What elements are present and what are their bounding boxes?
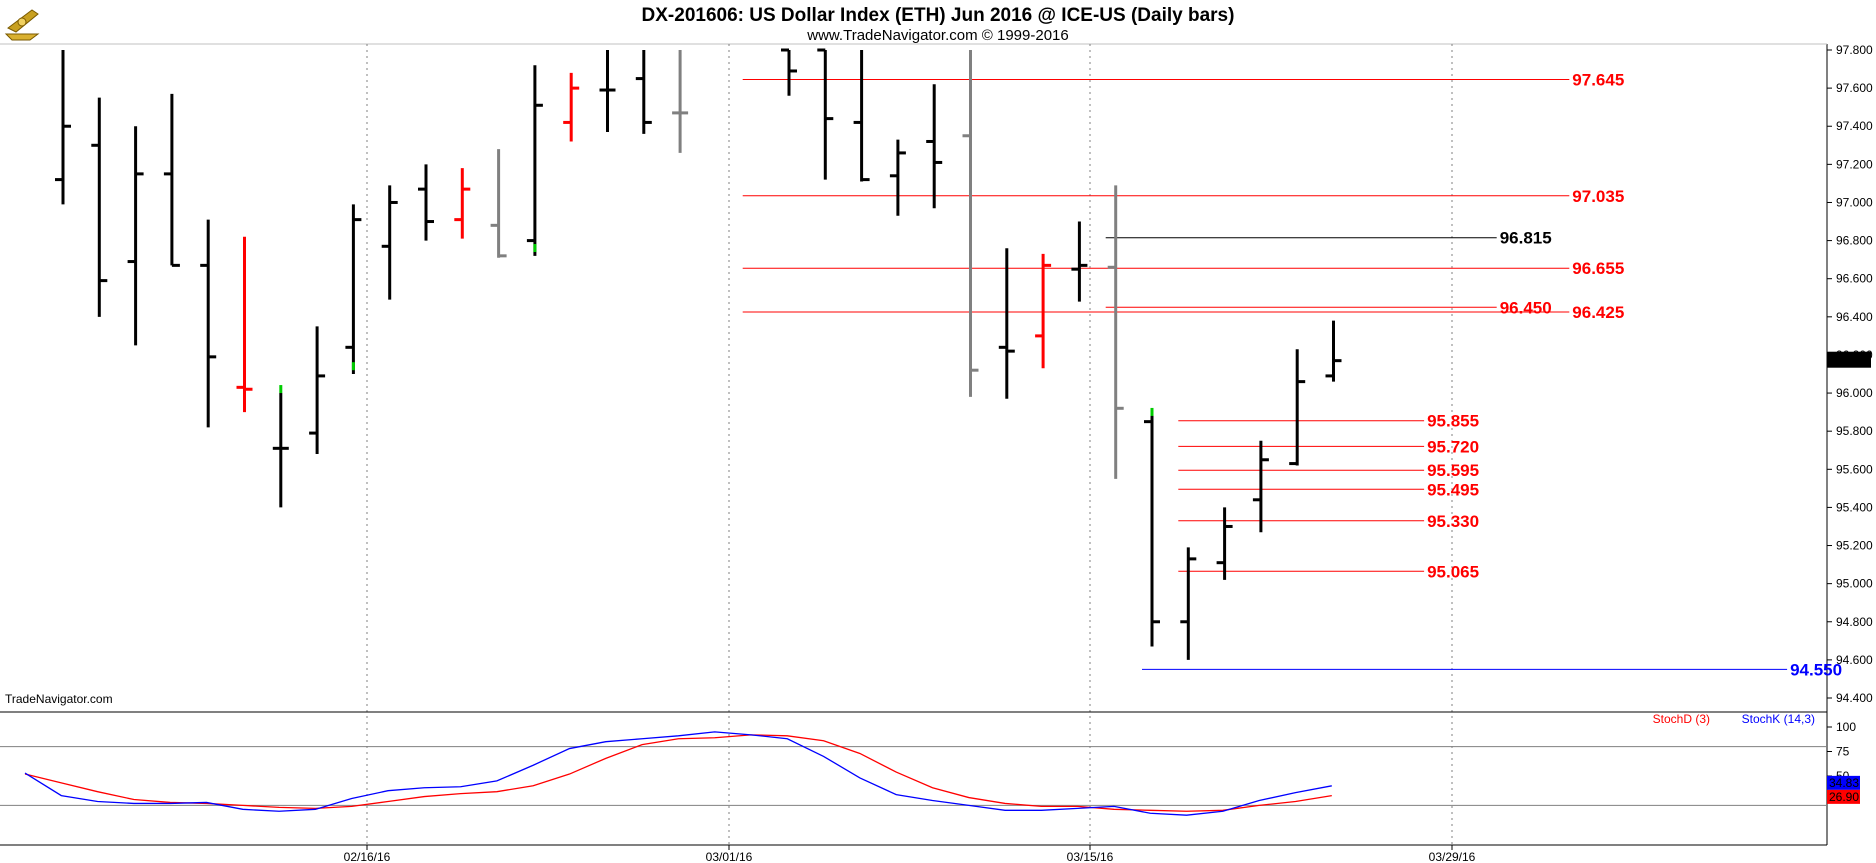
price-tick-label: 95.200 — [1836, 539, 1873, 553]
price-tick-label: 96.800 — [1836, 234, 1873, 248]
logo-icon — [4, 9, 40, 41]
level-label: 96.655 — [1572, 259, 1624, 278]
price-tick-label: 97.000 — [1836, 195, 1873, 209]
legend-stoch-d: StochD (3) — [1653, 712, 1710, 726]
ohlc-bar — [127, 126, 144, 346]
ohlc-bar — [200, 219, 217, 428]
ohlc-bar — [1325, 320, 1342, 382]
ohlc-bar — [926, 84, 943, 209]
level-label: 95.855 — [1427, 412, 1479, 431]
price-tick-label: 95.400 — [1836, 500, 1873, 514]
stoch-d-last-box — [1827, 789, 1860, 804]
date-tick-label: 02/16/16 — [344, 850, 391, 863]
ohlc-bar — [163, 93, 180, 267]
ohlc-bar — [962, 50, 979, 397]
ohlc-bar — [563, 72, 580, 142]
price-tick-label: 97.200 — [1836, 157, 1873, 171]
ohlc-bar — [635, 50, 652, 134]
price-tick-label: 97.800 — [1836, 43, 1873, 57]
price-plot — [0, 43, 1828, 845]
price-tick-label: 96.000 — [1836, 386, 1873, 400]
level-label: 94.550 — [1790, 660, 1842, 679]
ohlc-bar — [889, 139, 906, 216]
date-tick-label: 03/29/16 — [1429, 850, 1476, 863]
ohlc-bar — [381, 185, 398, 300]
ohlc-bar — [1107, 185, 1124, 479]
level-label: 96.450 — [1500, 298, 1552, 317]
price-tick-label: 95.000 — [1836, 577, 1873, 591]
price-tick-label: 97.600 — [1836, 81, 1873, 95]
price-tick-label: 95.600 — [1836, 462, 1873, 476]
level-label: 97.035 — [1572, 187, 1624, 206]
ohlc-bar — [1289, 349, 1306, 466]
level-label: 97.645 — [1572, 71, 1624, 90]
stoch-d-last-label: 26.90 — [1829, 790, 1859, 804]
date-tick-label: 03/01/16 — [706, 850, 753, 863]
price-levels: 97.645 97.035 96.815 96.655 96.425 96.450 95.8… — [742, 71, 1842, 679]
ohlc-bar — [1180, 547, 1197, 660]
stoch-k-last-box — [1827, 775, 1860, 790]
price-axis: 97.800 97.600 97.400 97.200 97.000 96.800 96.6… — [1827, 43, 1873, 705]
date-tick-label: 03/15/16 — [1067, 850, 1114, 863]
level-label: 96.815 — [1500, 229, 1552, 248]
stoch-tick-label: 100 — [1836, 720, 1856, 734]
ohlc-bar — [418, 164, 434, 241]
ohlc-bar — [1216, 507, 1233, 580]
price-tick-label: 95.800 — [1836, 424, 1873, 438]
stoch-tick-label: 75 — [1836, 745, 1850, 759]
ohlc-bar — [998, 248, 1015, 399]
last-price-label: 96.175 — [1830, 353, 1867, 367]
ohlc-bar — [526, 65, 543, 256]
stoch-k-line — [24, 731, 1332, 816]
ohlc-bar — [1035, 253, 1052, 369]
level-label: 95.065 — [1427, 562, 1479, 581]
stoch-d-line — [24, 734, 1332, 812]
ohlc-bar — [55, 50, 71, 205]
ohlc-bar — [1252, 440, 1269, 533]
ohlc-bar — [599, 50, 616, 132]
last-price-box — [1827, 351, 1871, 368]
ohlc-bar — [1144, 410, 1160, 647]
ohlc-bar — [1071, 221, 1088, 302]
legend-stoch-k: StochK (14,3) — [1742, 712, 1815, 726]
level-label: 96.425 — [1572, 303, 1624, 322]
level-label: 95.495 — [1427, 480, 1479, 499]
price-tick-label: 97.400 — [1836, 119, 1873, 133]
ohlc-bar — [345, 204, 362, 374]
ohlc-bar — [817, 48, 834, 180]
price-bars — [55, 48, 1342, 660]
level-label: 95.595 — [1427, 461, 1479, 480]
date-axis: 02/16/16 03/01/16 03/15/16 03/29/16 — [344, 845, 1476, 863]
ohlc-bar — [309, 326, 326, 455]
ohlc-bar — [781, 48, 797, 96]
ohlc-bar — [672, 50, 689, 153]
price-tick-label: 94.400 — [1836, 691, 1873, 705]
ohlc-bar — [490, 149, 507, 258]
chart-subtitle: www.TradeNavigator.com © 1999-2016 — [806, 27, 1068, 44]
price-tick-label: 94.600 — [1836, 653, 1873, 667]
ohlc-bar — [236, 236, 253, 413]
stoch-k-last-label: 34.83 — [1829, 776, 1859, 790]
price-tick-label: 96.400 — [1836, 310, 1873, 324]
chart-title: DX-201606: US Dollar Index (ETH) Jun 201… — [642, 5, 1235, 26]
ohlc-bar — [272, 393, 289, 508]
ohlc-bar — [454, 168, 471, 239]
ohlc-bar — [853, 50, 870, 182]
level-label: 95.330 — [1427, 512, 1479, 531]
watermark-text: TradeNavigator.com — [5, 692, 113, 706]
level-label: 95.720 — [1427, 437, 1479, 456]
ohlc-bar — [91, 97, 108, 317]
price-tick-label: 96.600 — [1836, 272, 1873, 286]
price-tick-label: 94.800 — [1836, 615, 1873, 629]
